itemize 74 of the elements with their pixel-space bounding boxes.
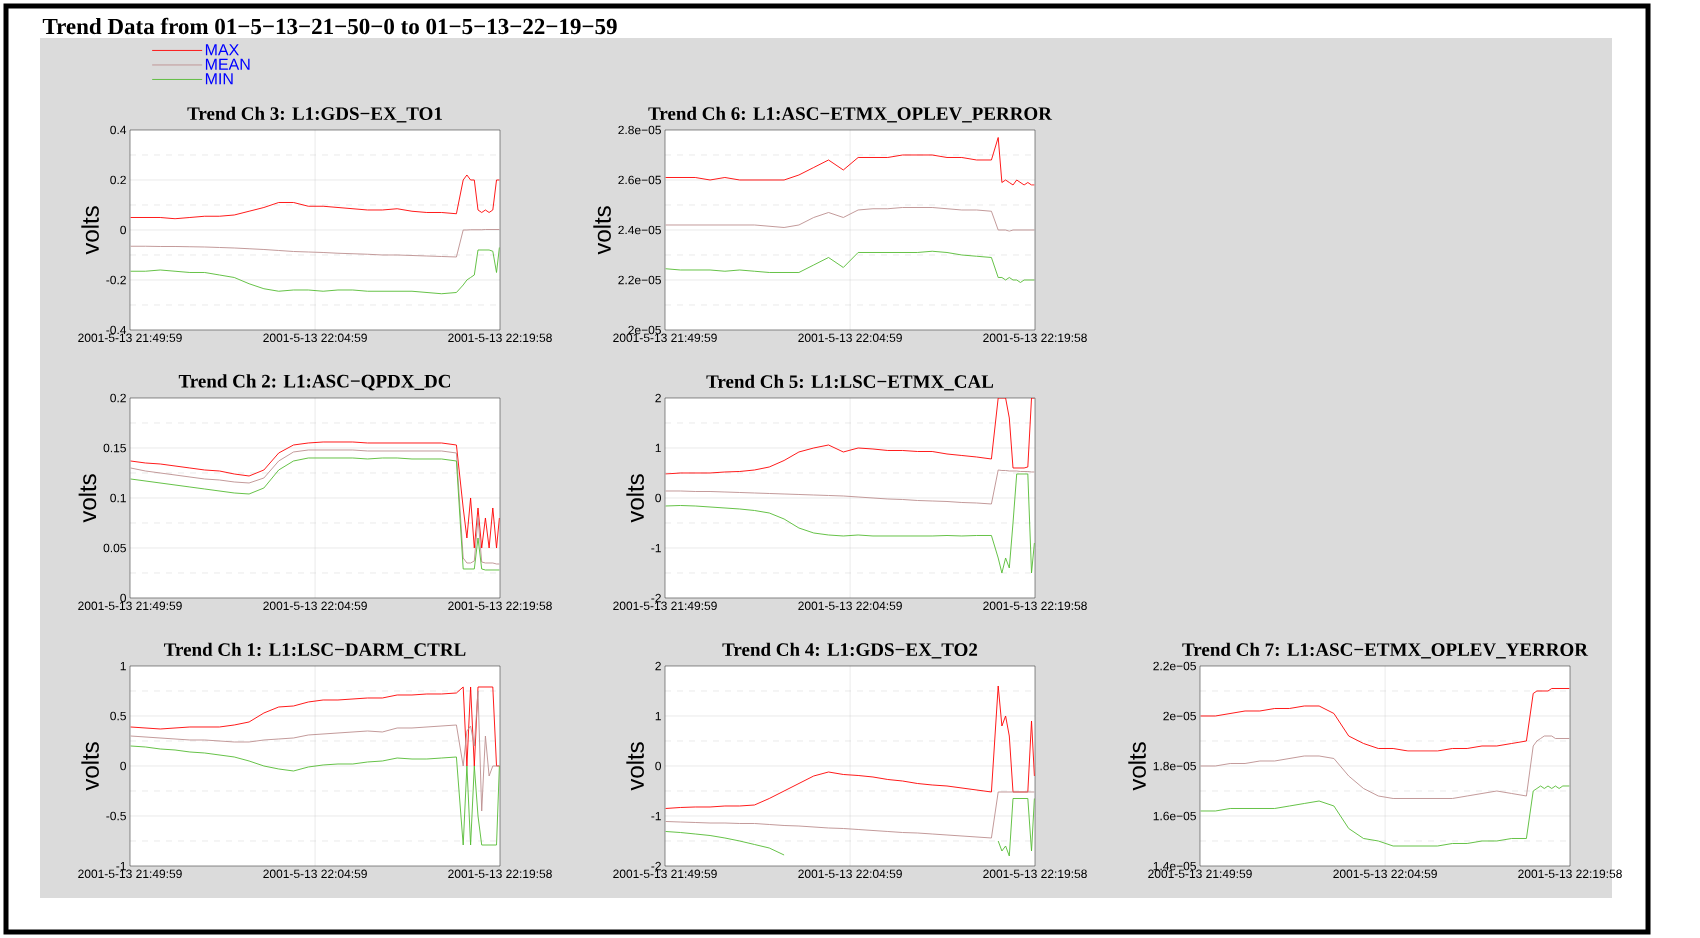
y-tick-label: 2.6e−05 xyxy=(618,175,661,185)
y-axis-title: volts xyxy=(626,742,644,791)
x-tick-label: 2001-5-13 21:49:59 xyxy=(78,601,182,611)
y-axis-title: volts xyxy=(1128,742,1146,791)
x-tick-label: 2001-5-13 21:49:59 xyxy=(78,333,182,343)
y-tick-label: 2.2e−05 xyxy=(618,275,661,285)
y-tick-label: -2 xyxy=(651,593,661,603)
y-tick-label: 1 xyxy=(655,443,661,453)
y-tick-label: -0.4 xyxy=(106,325,127,335)
y-tick-label: 0 xyxy=(655,761,662,771)
x-tick-label: 2001-5-13 22:19:58 xyxy=(448,869,552,879)
y-tick-label: 2 xyxy=(655,393,661,403)
y-tick-label: 0.05 xyxy=(103,543,126,553)
y-tick-label: 0.5 xyxy=(110,711,126,721)
chart-subtitle: Trend Ch 3: L1:GDS−EX_TO1 xyxy=(187,106,442,123)
y-tick-label: 1.6e−05 xyxy=(1153,811,1196,821)
y-tick-label: 1.4e−05 xyxy=(1153,861,1196,871)
x-tick-label: 2001-5-13 22:04:59 xyxy=(1333,869,1437,879)
y-tick-label: 0.2 xyxy=(110,175,126,185)
y-axis-title: volts xyxy=(78,474,97,523)
x-tick-label: 2001-5-13 22:04:59 xyxy=(798,869,902,879)
x-tick-label: 2001-5-13 22:04:59 xyxy=(263,333,367,343)
y-axis-title: volts xyxy=(593,206,611,255)
x-tick-label: 2001-5-13 21:49:59 xyxy=(613,333,717,343)
y-tick-label: 1 xyxy=(120,661,126,671)
x-tick-label: 2001-5-13 21:49:59 xyxy=(613,869,717,879)
y-axis-title: volts xyxy=(626,474,644,523)
chart-title: Trend Ch 1: L1:LSC−DARM_CTRL xyxy=(164,642,466,659)
x-tick-label: 2001-5-13 22:19:58 xyxy=(1518,869,1622,879)
x-tick-label: 2001-5-13 22:19:58 xyxy=(983,333,1087,343)
y-tick-label: -0.5 xyxy=(106,811,126,821)
y-tick-label: 0 xyxy=(655,493,662,503)
y-tick-label: -2 xyxy=(651,861,661,871)
y-tick-label: 2e−05 xyxy=(628,325,661,335)
y-tick-label: 2.4e−05 xyxy=(618,225,661,235)
y-tick-label: 0.2 xyxy=(110,393,126,403)
chart-title: Trend Ch 2: L1:ASC−QPDX_DC xyxy=(178,374,451,391)
y-tick-label: -1 xyxy=(651,811,661,821)
chart-title: Trend Ch 6: L1:ASC−ETMX_OPLEV_PERROR xyxy=(648,106,1053,123)
y-tick-label: 2.8e−05 xyxy=(618,125,661,135)
x-tick-label: 2001-5-13 22:04:59 xyxy=(798,601,902,611)
x-tick-label: 2001-5-13 22:19:58 xyxy=(983,601,1087,611)
y-tick-label: -1 xyxy=(116,861,126,871)
legend-label: MAX xyxy=(205,44,239,56)
chart-title: Trend Ch 7: L1:ASC−ETMX_OPLEV_YERROR xyxy=(1182,642,1589,659)
y-tick-label: 0 xyxy=(120,593,127,603)
chart-title: Trend Ch 4: L1:GDS−EX_TO2 xyxy=(722,642,978,659)
x-tick-label: 2001-5-13 22:04:59 xyxy=(263,601,367,611)
y-tick-label: 0 xyxy=(120,761,127,771)
x-tick-label: 2001-5-13 21:49:59 xyxy=(613,601,717,611)
chart-title: Trend Ch 5: L1:LSC−ETMX_CAL xyxy=(706,374,994,391)
y-tick-label: 0.4 xyxy=(110,125,127,135)
x-tick-label: 2001-5-13 21:49:59 xyxy=(78,869,182,879)
y-tick-label: 1.8e−05 xyxy=(1153,761,1196,771)
y-tick-label: 0.15 xyxy=(103,443,126,453)
chart-title: Trend Data from 01−5−13−21−50−0 to 01−5−13−22−19−59 xyxy=(42,17,617,35)
x-tick-label: 2001-5-13 22:19:58 xyxy=(448,333,552,343)
y-tick-label: 0.1 xyxy=(110,493,126,503)
x-tick-label: 2001-5-13 22:19:58 xyxy=(448,601,552,611)
y-tick-label: -0.2 xyxy=(106,275,126,285)
y-tick-label: 1 xyxy=(655,711,661,721)
x-tick-label: 2001-5-13 22:04:59 xyxy=(798,333,902,343)
x-tick-label: 2001-5-13 22:19:58 xyxy=(983,869,1087,879)
x-tick-label: 2001-5-13 21:49:59 xyxy=(1148,869,1252,879)
y-tick-label: 0 xyxy=(120,225,127,235)
legend-label: MIN xyxy=(205,73,233,85)
y-tick-label: -1 xyxy=(651,543,661,553)
y-axis-title: volts xyxy=(81,206,99,255)
legend-label: MEAN xyxy=(205,58,250,70)
y-tick-label: 2 xyxy=(655,661,661,671)
y-tick-label: 2.2e−05 xyxy=(1153,661,1196,671)
x-tick-label: 2001-5-13 22:04:59 xyxy=(263,869,367,879)
y-axis-title: volts xyxy=(81,742,99,791)
y-tick-label: 2e−05 xyxy=(1163,711,1196,721)
